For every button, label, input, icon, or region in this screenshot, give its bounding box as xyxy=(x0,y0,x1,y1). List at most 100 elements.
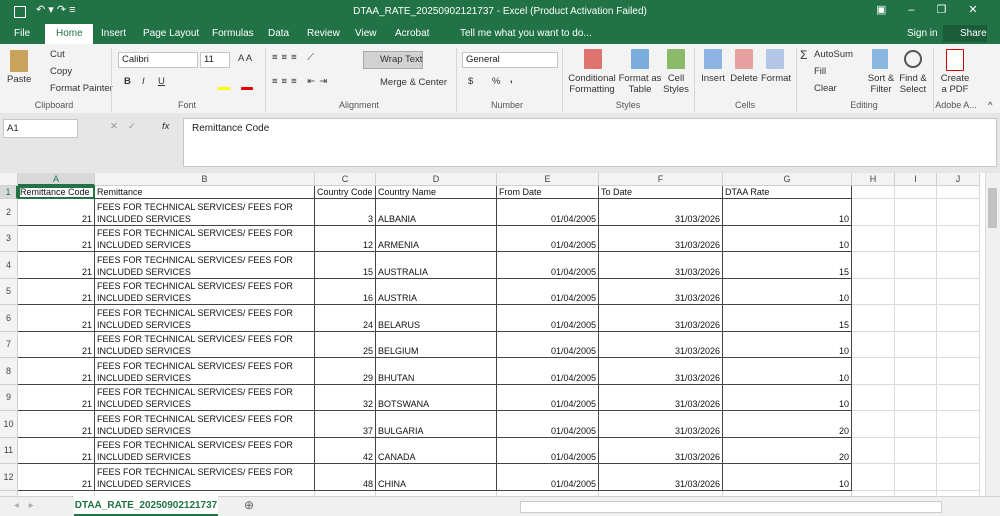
cell[interactable] xyxy=(723,490,852,496)
cell[interactable]: 01/04/2005 xyxy=(497,225,599,252)
cell[interactable] xyxy=(895,199,937,226)
row-header[interactable]: 1 xyxy=(0,186,18,199)
cell[interactable] xyxy=(852,305,895,332)
cell[interactable] xyxy=(937,384,980,411)
insert[interactable]: Insert xyxy=(701,73,725,84)
cell[interactable]: 01/04/2005 xyxy=(497,252,599,279)
cell[interactable]: 31/03/2026 xyxy=(599,199,723,226)
cell[interactable]: BULGARIA xyxy=(376,411,497,438)
row-header[interactable]: 3 xyxy=(0,225,18,252)
vertical-scrollbar[interactable] xyxy=(985,173,1000,496)
cell[interactable] xyxy=(937,411,980,438)
share-bg[interactable] xyxy=(943,25,987,42)
number-format[interactable]: General xyxy=(462,52,558,68)
format[interactable]: Format xyxy=(760,73,792,84)
tell-me[interactable]: Tell me what you want to do... xyxy=(460,28,592,39)
cell[interactable]: 10 xyxy=(723,225,852,252)
currency[interactable]: $ xyxy=(468,76,474,87)
cell-styles[interactable]: Cell Styles xyxy=(663,73,689,95)
fill[interactable]: Fill xyxy=(814,66,827,77)
cell[interactable] xyxy=(852,331,895,358)
wrap-text[interactable]: Wrap Text xyxy=(380,54,423,65)
delete[interactable]: Delete xyxy=(730,73,758,84)
cell[interactable] xyxy=(852,225,895,252)
cell[interactable] xyxy=(895,490,937,496)
cell[interactable] xyxy=(937,252,980,279)
cell[interactable]: ALBANIA xyxy=(376,199,497,226)
cell[interactable]: 15 xyxy=(315,252,376,279)
share[interactable]: Share xyxy=(960,28,987,39)
cell[interactable] xyxy=(895,384,937,411)
cell[interactable]: 01/04/2005 xyxy=(497,331,599,358)
cell[interactable]: 21 xyxy=(18,384,95,411)
sign-in[interactable]: Sign in xyxy=(907,28,938,39)
cell[interactable]: FEES FOR TECHNICAL SERVICES/ FEES FOR IN… xyxy=(95,411,315,438)
cell[interactable]: FEES FOR TECHNICAL SERVICES/ FEES FOR IN… xyxy=(95,358,315,385)
column-header[interactable]: B xyxy=(95,173,315,186)
cell[interactable]: ARMENIA xyxy=(376,225,497,252)
cell[interactable] xyxy=(937,199,980,226)
cell[interactable]: 3 xyxy=(315,199,376,226)
cell[interactable]: FEES FOR TECHNICAL SERVICES/ FEES FOR IN… xyxy=(95,384,315,411)
font-grow[interactable]: A A xyxy=(238,53,253,64)
cell[interactable]: FEES FOR TECHNICAL SERVICES/ FEES FOR IN… xyxy=(95,437,315,464)
cell[interactable]: Country Name xyxy=(376,186,497,199)
cell[interactable] xyxy=(852,437,895,464)
cell[interactable]: 31/03/2026 xyxy=(599,278,723,305)
column-header[interactable]: A xyxy=(18,173,95,186)
new-sheet[interactable]: ⊕ xyxy=(244,498,255,512)
ribbon-tab[interactable]: Home xyxy=(56,28,83,39)
cell[interactable]: 21 xyxy=(18,278,95,305)
font-color[interactable] xyxy=(241,87,253,90)
cell[interactable] xyxy=(895,252,937,279)
ribbon-tab[interactable]: View xyxy=(355,28,377,39)
horizontal-scrollbar[interactable] xyxy=(520,501,942,513)
cell[interactable]: 15 xyxy=(723,252,852,279)
cell[interactable]: Country Code xyxy=(315,186,376,199)
cell[interactable]: 10 xyxy=(723,199,852,226)
ribbon-tab[interactable]: Data xyxy=(268,28,290,39)
cell[interactable] xyxy=(895,225,937,252)
cell[interactable]: FEES FOR TECHNICAL SERVICES/ FEES FOR IN… xyxy=(95,252,315,279)
wrap-text-bg[interactable] xyxy=(363,51,423,69)
cell[interactable]: CHINA xyxy=(376,464,497,491)
row-header[interactable]: 9 xyxy=(0,384,18,411)
sort-filter[interactable]: Sort & Filter xyxy=(867,73,895,95)
paste-icon[interactable] xyxy=(10,50,28,72)
column-header[interactable]: C xyxy=(315,173,376,186)
column-header[interactable]: J xyxy=(937,173,980,186)
cell[interactable] xyxy=(18,490,95,496)
styles-icon[interactable] xyxy=(667,49,685,69)
cell[interactable]: 01/04/2005 xyxy=(497,464,599,491)
styles-icon[interactable] xyxy=(584,49,602,69)
cell[interactable]: BELARUS xyxy=(376,305,497,332)
ribbon-tab[interactable]: Review xyxy=(307,28,340,39)
cell[interactable]: 31/03/2026 xyxy=(599,464,723,491)
find-select[interactable]: Find & Select xyxy=(899,73,927,95)
row-header[interactable]: 12 xyxy=(0,464,18,491)
column-header[interactable]: H xyxy=(852,173,895,186)
cell[interactable] xyxy=(937,305,980,332)
cell[interactable]: 21 xyxy=(18,252,95,279)
cell[interactable]: AUSTRALIA xyxy=(376,252,497,279)
cells-icon[interactable] xyxy=(704,49,722,69)
cell[interactable]: 01/04/2005 xyxy=(497,278,599,305)
comma[interactable]: , xyxy=(510,74,513,85)
ribbon-tab[interactable]: Formulas xyxy=(212,28,254,39)
cell[interactable] xyxy=(895,331,937,358)
cell[interactable] xyxy=(895,411,937,438)
undo-icon[interactable]: ↶ ▾ ↷ ≡ xyxy=(36,4,76,16)
cell[interactable] xyxy=(895,358,937,385)
cell[interactable]: From Date xyxy=(497,186,599,199)
cell[interactable]: 21 xyxy=(18,199,95,226)
cell[interactable] xyxy=(497,490,599,496)
cell[interactable]: 01/04/2005 xyxy=(497,199,599,226)
cell[interactable] xyxy=(852,252,895,279)
cell[interactable] xyxy=(852,490,895,496)
column-header[interactable]: D xyxy=(376,173,497,186)
find-icon[interactable] xyxy=(904,50,922,68)
cell[interactable]: 31/03/2026 xyxy=(599,252,723,279)
cell[interactable]: 31/03/2026 xyxy=(599,305,723,332)
cell[interactable]: 31/03/2026 xyxy=(599,437,723,464)
window-controls[interactable]: ▣–❐✕ xyxy=(876,4,1000,16)
